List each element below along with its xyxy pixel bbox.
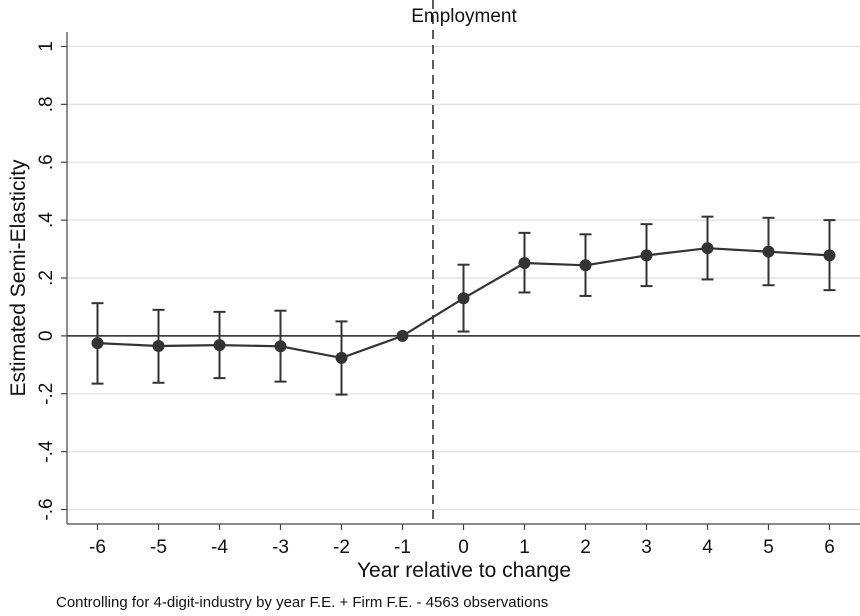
y-tick-label: 0 (36, 331, 57, 342)
x-tick-label: -4 (211, 537, 228, 558)
y-axis-label: Estimated Semi-Elasticity (7, 159, 30, 396)
y-tick-label: .6 (36, 154, 57, 170)
data-points (91, 242, 836, 364)
x-tick-labels: -6 -5 -4 -3 -2 -1 0 1 2 3 4 5 6 (89, 537, 835, 558)
data-point (152, 340, 165, 353)
data-point (274, 340, 287, 353)
y-tick-labels: 1 .8 .6 .4 .2 0 -.2 -.4 -.6 (36, 41, 57, 520)
data-point (213, 339, 226, 352)
x-tick-label: -6 (89, 537, 106, 558)
x-tick-label: 0 (458, 537, 469, 558)
y-tick-label: -.6 (36, 498, 57, 520)
data-point (640, 249, 653, 262)
x-tick-label: 3 (641, 537, 652, 558)
reference-lines (67, 0, 860, 524)
data-point (91, 337, 104, 350)
error-bars (91, 215, 836, 396)
data-point (518, 256, 531, 269)
x-tick-label: 1 (519, 537, 530, 558)
data-point (762, 245, 775, 258)
data-point (823, 249, 836, 262)
y-tick-label: -.4 (36, 440, 57, 463)
y-tick-label: .2 (36, 270, 57, 286)
y-tick-label: 1 (36, 41, 57, 52)
x-tick-label: 2 (580, 537, 591, 558)
x-tick-label: -5 (150, 537, 167, 558)
y-tick-label: .4 (36, 212, 57, 228)
data-point (579, 259, 592, 272)
data-point (396, 329, 409, 342)
x-axis-label: Year relative to change (357, 559, 571, 582)
x-tick-label: 5 (763, 537, 774, 558)
x-tick-label: 4 (702, 537, 713, 558)
data-point (335, 351, 348, 364)
chart-note: Controlling for 4-digit-industry by year… (56, 594, 548, 611)
axes (61, 32, 860, 530)
y-tick-label: .8 (36, 96, 57, 112)
x-tick-label: -1 (394, 537, 411, 558)
y-tick-label: -.2 (36, 383, 57, 405)
chart-title: Employment (411, 6, 517, 27)
data-point (457, 292, 470, 305)
x-tick-label: -3 (272, 537, 289, 558)
data-point (701, 242, 714, 255)
x-tick-label: 6 (824, 537, 835, 558)
x-tick-label: -2 (333, 537, 350, 558)
